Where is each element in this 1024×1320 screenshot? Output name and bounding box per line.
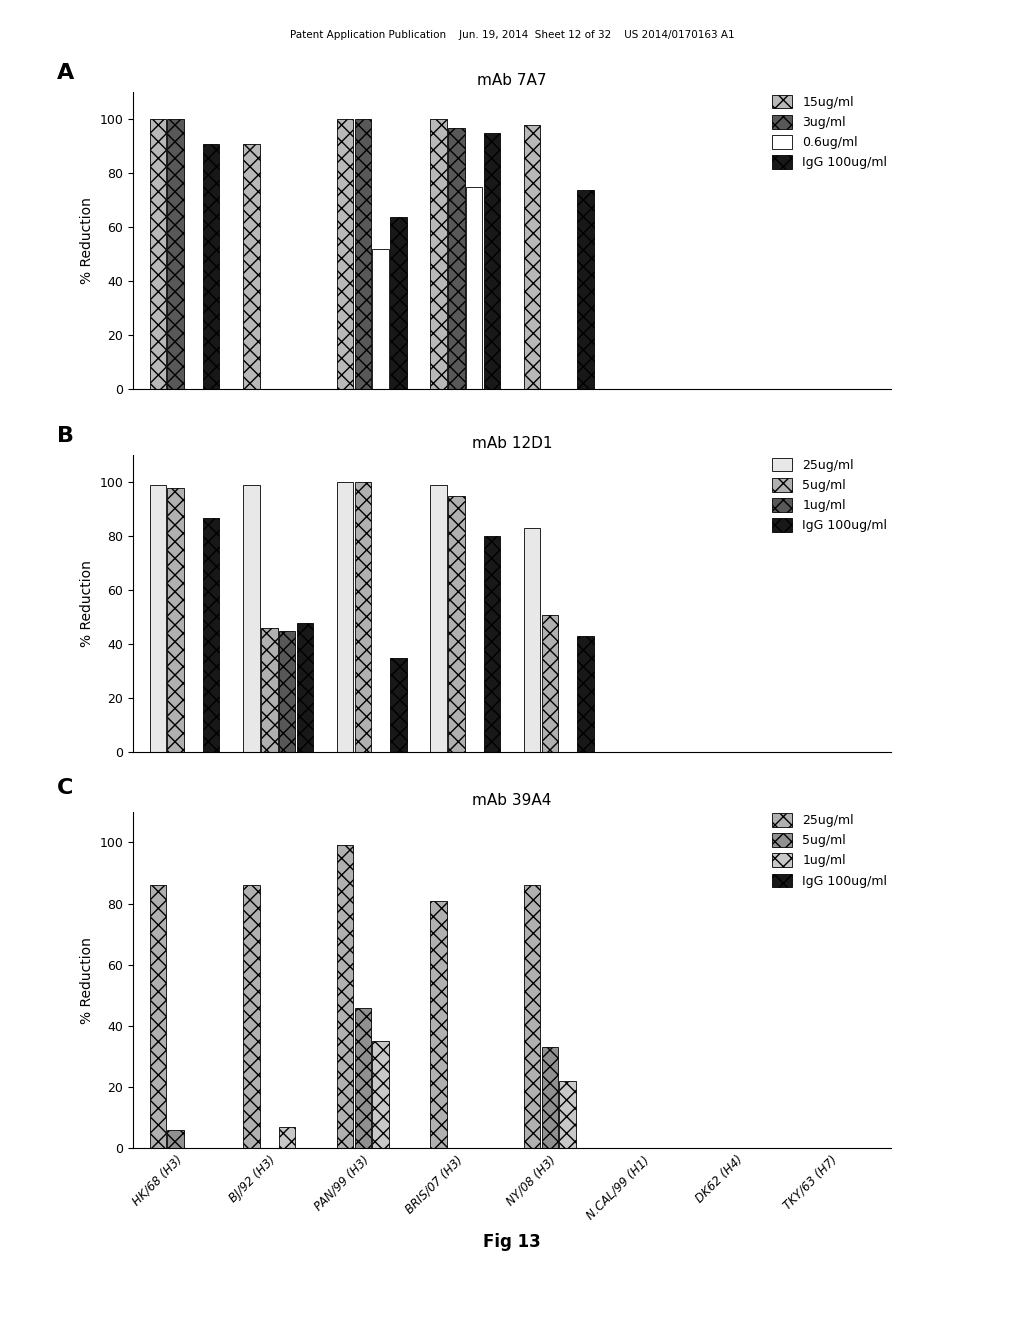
Bar <box>430 119 446 389</box>
Legend: 15ug/ml, 3ug/ml, 0.6ug/ml, IgG 100ug/ml: 15ug/ml, 3ug/ml, 0.6ug/ml, IgG 100ug/ml <box>767 90 892 174</box>
Bar <box>483 133 500 389</box>
Text: C: C <box>57 777 74 799</box>
Y-axis label: % Reduction: % Reduction <box>80 937 94 1023</box>
Bar <box>203 144 219 389</box>
Bar <box>430 900 446 1148</box>
Bar <box>390 216 407 389</box>
Bar <box>483 536 500 752</box>
Bar <box>167 1130 184 1148</box>
Bar <box>150 486 166 752</box>
Bar <box>279 631 295 752</box>
Bar <box>354 119 371 389</box>
Bar <box>279 1127 295 1148</box>
Title: mAb 12D1: mAb 12D1 <box>472 437 552 451</box>
Title: mAb 39A4: mAb 39A4 <box>472 793 552 808</box>
Bar <box>542 615 558 752</box>
Bar <box>337 846 353 1148</box>
Bar <box>297 623 313 752</box>
Bar <box>390 657 407 752</box>
Bar <box>337 119 353 389</box>
Y-axis label: % Reduction: % Reduction <box>80 198 94 284</box>
Bar <box>466 187 482 389</box>
Bar <box>167 488 184 752</box>
Bar <box>524 125 541 389</box>
Bar <box>167 119 184 389</box>
Y-axis label: % Reduction: % Reduction <box>80 561 94 647</box>
Bar <box>243 886 260 1148</box>
Bar <box>373 1041 389 1148</box>
Text: B: B <box>57 425 75 446</box>
Bar <box>150 119 166 389</box>
Bar <box>430 486 446 752</box>
Bar <box>524 886 541 1148</box>
Bar <box>150 886 166 1148</box>
Bar <box>449 496 465 752</box>
Text: A: A <box>57 62 75 83</box>
Legend: 25ug/ml, 5ug/ml, 1ug/ml, IgG 100ug/ml: 25ug/ml, 5ug/ml, 1ug/ml, IgG 100ug/ml <box>767 453 892 537</box>
Bar <box>524 528 541 752</box>
Bar <box>578 636 594 752</box>
Title: mAb 7A7: mAb 7A7 <box>477 74 547 88</box>
Bar <box>354 482 371 752</box>
Bar <box>449 128 465 389</box>
Bar <box>578 190 594 389</box>
Text: Patent Application Publication    Jun. 19, 2014  Sheet 12 of 32    US 2014/01701: Patent Application Publication Jun. 19, … <box>290 30 734 41</box>
Bar <box>354 1007 371 1148</box>
Bar <box>243 486 260 752</box>
Bar <box>261 628 278 752</box>
Bar <box>559 1081 575 1148</box>
Bar <box>337 482 353 752</box>
Bar <box>203 517 219 752</box>
Bar <box>542 1048 558 1148</box>
Legend: 25ug/ml, 5ug/ml, 1ug/ml, IgG 100ug/ml: 25ug/ml, 5ug/ml, 1ug/ml, IgG 100ug/ml <box>767 808 892 892</box>
Text: Fig 13: Fig 13 <box>483 1233 541 1251</box>
Bar <box>243 144 260 389</box>
Bar <box>373 249 389 389</box>
